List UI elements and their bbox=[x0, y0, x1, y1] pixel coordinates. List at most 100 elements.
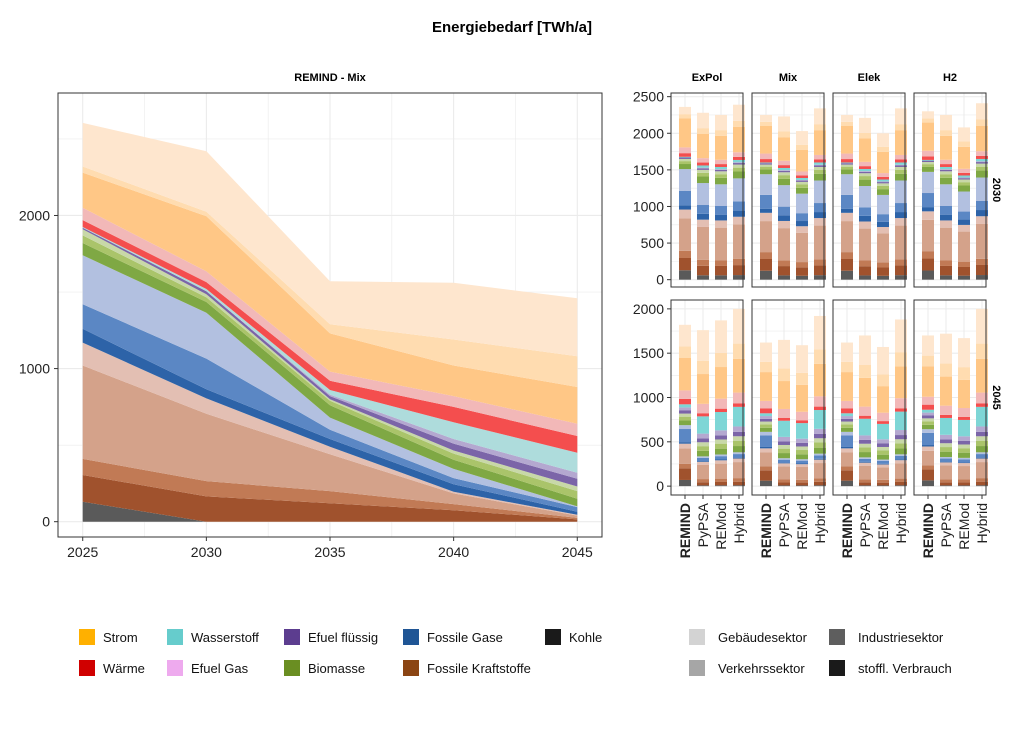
facet-bar-segment bbox=[877, 133, 889, 147]
facet-bar-segment bbox=[940, 447, 952, 452]
facet-bar-segment bbox=[859, 221, 871, 229]
facet-bar-segment bbox=[733, 446, 745, 453]
facet-bar-segment bbox=[922, 421, 934, 425]
facet-bar-segment bbox=[679, 407, 691, 411]
facet-bar-segment bbox=[958, 379, 970, 409]
facet-y-tick-label: 0 bbox=[656, 272, 664, 288]
facet-bar-segment bbox=[715, 412, 727, 431]
facet-bar-segment bbox=[859, 260, 871, 267]
facet-bar-segment bbox=[778, 116, 790, 132]
facet-y-tick-label: 0 bbox=[656, 478, 664, 494]
area-layer-3 bbox=[82, 365, 578, 518]
facet-bar-segment bbox=[733, 426, 745, 432]
facet-bar-segment bbox=[958, 231, 970, 262]
facet-bar-segment bbox=[697, 259, 709, 266]
facet-bar-segment bbox=[922, 122, 934, 151]
facet-bar-segment bbox=[814, 275, 826, 280]
facet-bar-segment bbox=[679, 346, 691, 359]
legend-swatch-carrier bbox=[167, 660, 183, 676]
facet-bar-segment bbox=[679, 443, 691, 449]
facet-bar-segment bbox=[958, 211, 970, 220]
facet-bar-segment bbox=[733, 171, 745, 179]
facet-bar-segment bbox=[895, 203, 907, 213]
facet-bar-segment bbox=[796, 221, 808, 227]
facet-bar-segment bbox=[778, 453, 790, 459]
facet-bar-segment bbox=[958, 466, 970, 480]
facet-bar-segment bbox=[697, 413, 709, 417]
facet-bar-segment bbox=[895, 166, 907, 170]
facet-bar-segment bbox=[976, 258, 988, 265]
facet-bar-segment bbox=[841, 400, 853, 409]
facet-x-tick-label: REMIND bbox=[839, 503, 855, 558]
facet-bar-segment bbox=[841, 153, 853, 160]
facet-bar-segment bbox=[715, 448, 727, 455]
facet-bar-segment bbox=[877, 267, 889, 276]
facet-panel-border bbox=[670, 299, 744, 496]
facet-bar-segment bbox=[895, 259, 907, 266]
facet-bar-segment bbox=[940, 462, 952, 466]
facet-bar-segment bbox=[715, 135, 727, 160]
facet-bar-segment bbox=[841, 452, 853, 467]
facet-bar-segment bbox=[778, 165, 790, 168]
facet-bar-segment bbox=[679, 390, 691, 399]
facet-bar-segment bbox=[922, 162, 934, 165]
facet-bar-segment bbox=[814, 203, 826, 213]
facet-bar-segment bbox=[760, 431, 772, 436]
facet-bar-segment bbox=[778, 448, 790, 454]
facet-bar-segment bbox=[733, 201, 745, 211]
facet-bar-segment bbox=[922, 160, 934, 163]
facet-bar-segment bbox=[940, 171, 952, 175]
facet-bar-panels: ExPol Mix Elek H2 2030 2045 0 500 1000 1500 2000 25… bbox=[633, 72, 1002, 558]
facet-bar-segment bbox=[841, 372, 853, 401]
facet-bar-segment bbox=[958, 408, 970, 417]
facet-bar-segment bbox=[796, 144, 808, 150]
facet-bar-segment bbox=[859, 176, 871, 180]
facet-bar-segment bbox=[859, 447, 871, 453]
legend-swatch-carrier bbox=[545, 629, 561, 645]
facet-bar-segment bbox=[679, 190, 691, 206]
facet-y-tick-label: 2000 bbox=[633, 125, 664, 141]
facet-bar-segment bbox=[958, 182, 970, 186]
facet-bar-segment bbox=[778, 444, 790, 449]
facet-bar-segment bbox=[760, 446, 772, 449]
facet-bar-segment bbox=[760, 162, 772, 164]
legend-swatch-carrier bbox=[79, 629, 95, 645]
area-layer-17 bbox=[82, 166, 578, 387]
facet-bar-segment bbox=[895, 411, 907, 431]
facet-bar-segment bbox=[976, 158, 988, 162]
facet-bar-segment bbox=[679, 270, 691, 280]
facet-bar-segment bbox=[697, 219, 709, 227]
facet-bar-segment bbox=[814, 481, 826, 486]
facet-x-tick-label: REMod bbox=[875, 503, 891, 550]
facet-bar-segment bbox=[679, 448, 691, 464]
facet-bar-segment bbox=[760, 212, 772, 222]
facet-bar-segment bbox=[895, 108, 907, 125]
facet-x-tick-label: REMIND bbox=[920, 503, 936, 558]
facet-bar-segment bbox=[679, 257, 691, 271]
facet-bar-segment bbox=[895, 319, 907, 353]
facet-bar-segment bbox=[976, 210, 988, 217]
facet-bar-segment bbox=[814, 410, 826, 429]
facet-bar-segment bbox=[715, 159, 727, 165]
facet-bar-segment bbox=[796, 463, 808, 465]
facet-bar-segment bbox=[715, 460, 727, 464]
facet-bar-segment bbox=[877, 189, 889, 195]
facet-bar-segment bbox=[697, 464, 709, 480]
facet-bar-segment bbox=[958, 444, 970, 449]
facet-bar-segment bbox=[814, 428, 826, 434]
facet-bar-segment bbox=[697, 168, 709, 170]
facet-bar-segment bbox=[958, 457, 970, 460]
facet-bar-segment bbox=[697, 374, 709, 404]
facet-bar-segment bbox=[958, 179, 970, 183]
facet-bar-segment bbox=[940, 363, 952, 377]
facet-bar-segment bbox=[697, 485, 709, 487]
facet-bar-segment bbox=[679, 157, 691, 159]
facet-bar-segment bbox=[679, 169, 691, 191]
facet-bar-segment bbox=[958, 178, 970, 180]
facet-bar-segment bbox=[778, 170, 790, 171]
facet-bar-segment bbox=[760, 114, 772, 122]
facet-bar-segment bbox=[958, 367, 970, 380]
facet-bar-segment bbox=[760, 164, 772, 167]
facet-bar-segment bbox=[877, 446, 889, 451]
facet-bar-segment bbox=[895, 398, 907, 409]
